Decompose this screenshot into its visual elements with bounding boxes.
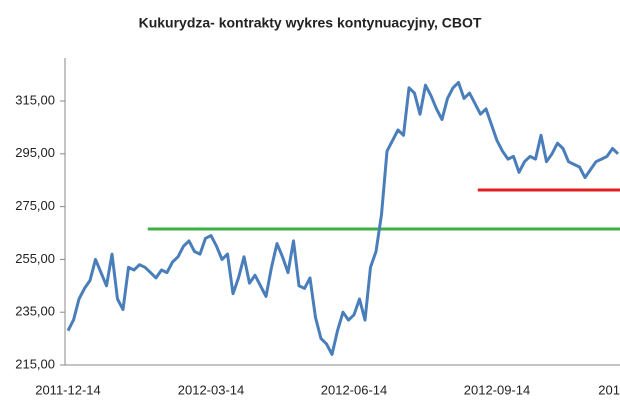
y-tick-label: 295,00 <box>15 145 55 160</box>
y-tick-label: 255,00 <box>15 251 55 266</box>
x-tick-label: 2011-12-14 <box>35 382 101 397</box>
y-tick-label: 275,00 <box>15 198 55 213</box>
x-tick-label: 2012-03-14 <box>178 382 245 397</box>
chart-title: Kukurydza- kontrakty wykres kontynuacyjn… <box>139 15 482 31</box>
x-tick-label: 2012-06-14 <box>321 382 388 397</box>
y-tick-label: 315,00 <box>15 92 55 107</box>
data-line <box>66 81 620 356</box>
x-tick-label: 201 <box>598 382 620 397</box>
y-tick-label: 235,00 <box>15 304 55 319</box>
y-tick-label: 215,00 <box>15 356 55 371</box>
x-tick-label: 2012-09-14 <box>464 382 531 397</box>
